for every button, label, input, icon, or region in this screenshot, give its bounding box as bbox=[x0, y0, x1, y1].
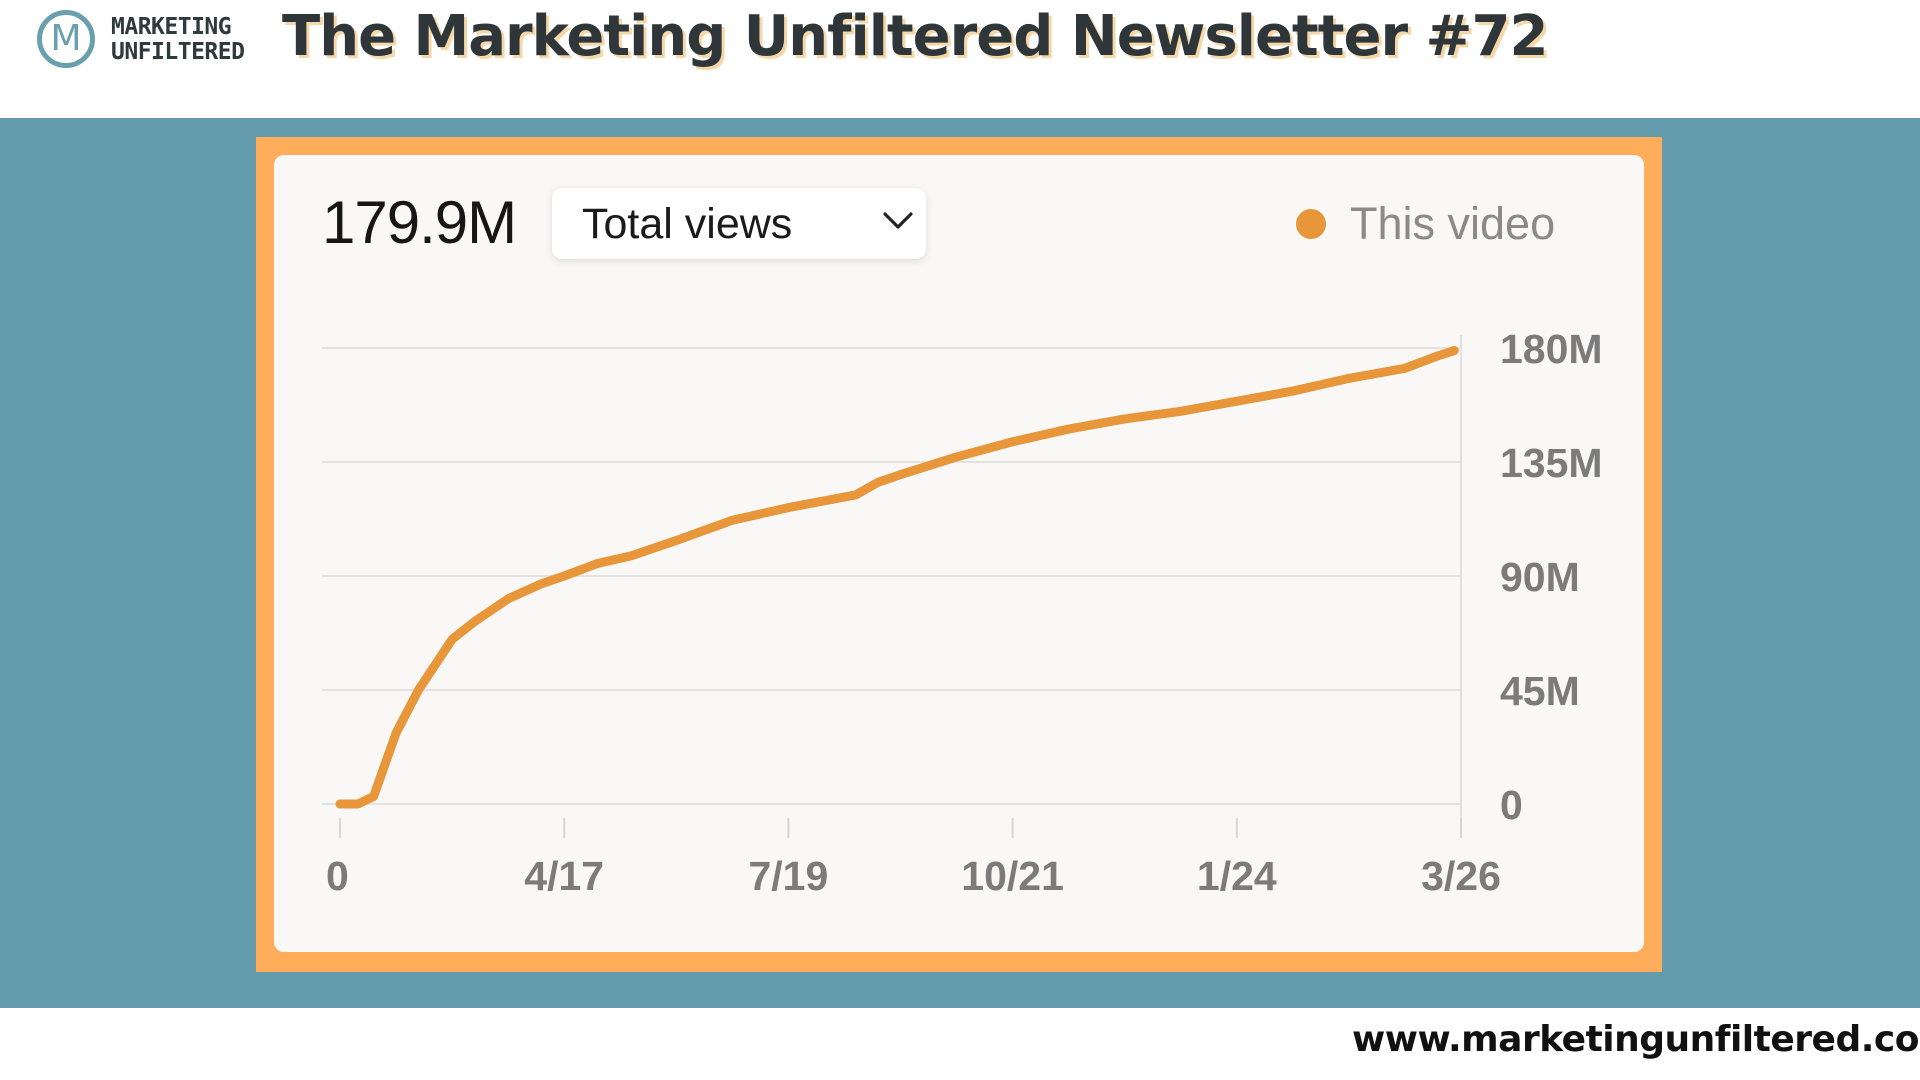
total-views-value: 179.9M bbox=[322, 189, 517, 256]
footer-website-link[interactable]: www.marketingunfiltered.co bbox=[1352, 1019, 1919, 1060]
chart-legend: This video bbox=[1296, 196, 1555, 252]
series-layer bbox=[335, 346, 1459, 809]
logo-line-unfiltered: UNFILTERED bbox=[111, 39, 245, 65]
grid-lines bbox=[322, 347, 1461, 805]
legend-dot-icon bbox=[1296, 209, 1326, 239]
x-axis-ticks: 0 4/17 7/19 10/21 1/24 3/26 bbox=[326, 818, 1501, 899]
x-tick-label: 7/19 bbox=[748, 853, 828, 899]
logo-wordmark: MARKETING UNFILTERED bbox=[111, 14, 245, 65]
y-tick-label: 135M bbox=[1500, 440, 1603, 486]
y-tick-label: 90M bbox=[1500, 554, 1580, 600]
series-line-this-video bbox=[335, 346, 1459, 809]
y-axis-ticks: 0 45M 90M 135M 180M bbox=[1500, 326, 1603, 828]
x-tick-label: 0 bbox=[326, 853, 349, 899]
x-tick-label: 1/24 bbox=[1197, 853, 1277, 899]
y-tick-label: 45M bbox=[1500, 668, 1580, 714]
header: M MARKETING UNFILTERED The Marketing Unf… bbox=[0, 0, 1920, 118]
x-tick-label: 4/17 bbox=[524, 853, 604, 899]
logo-mark-icon: M bbox=[37, 10, 95, 68]
y-tick-label: 0 bbox=[1500, 782, 1523, 828]
x-tick-label: 3/26 bbox=[1421, 853, 1501, 899]
metric-dropdown[interactable]: Total views bbox=[552, 188, 926, 259]
metric-dropdown-label: Total views bbox=[582, 200, 793, 248]
chevron-down-icon bbox=[883, 212, 913, 229]
newsletter-title: The Marketing Unfiltered Newsletter #72 bbox=[282, 4, 1548, 69]
analytics-card bbox=[274, 155, 1644, 952]
y-tick-label: 180M bbox=[1500, 326, 1603, 372]
logo-line-marketing: MARKETING bbox=[111, 14, 232, 40]
legend-label: This video bbox=[1350, 198, 1556, 249]
x-tick-label: 10/21 bbox=[961, 853, 1064, 899]
views-line-chart: 0 45M 90M 135M 180M 0 4/17 7/19 10/21 1/24 3/26 bbox=[322, 326, 1603, 899]
